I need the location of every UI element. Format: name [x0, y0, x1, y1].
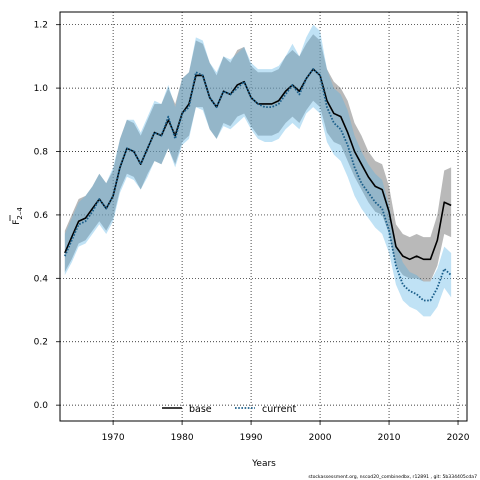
y-tick-label: 1.2 [34, 21, 48, 31]
legend-label-base: base [189, 404, 212, 415]
x-tick-label: 2000 [309, 433, 332, 443]
y-tick-label: 1.0 [34, 84, 49, 94]
legend-label-current: current [262, 404, 297, 415]
x-tick-label: 2020 [447, 433, 470, 443]
plot-frame [59, 11, 468, 422]
y-tick-label: 0.0 [34, 401, 49, 411]
y-axis-title: F2–4 [9, 207, 24, 225]
series-lines [64, 68, 452, 302]
band-current [64, 24, 452, 317]
footnote: stockassessment.org, nscod20_combinedbx,… [308, 474, 477, 480]
x-tick-label: 1980 [171, 433, 194, 443]
y-tick-label: 0.8 [34, 148, 49, 158]
grid [60, 12, 467, 421]
y-tick-label: 0.4 [34, 274, 49, 284]
axis-ticks: 1970 1980 1990 2000 2010 2020 0.0 0.2 0.4 0.6 0.8 1… [34, 21, 470, 443]
y-tick-label: 0.6 [34, 211, 49, 221]
x-tick-label: 2010 [378, 433, 401, 443]
legend: base current [162, 404, 297, 415]
confidence-bands [64, 24, 452, 317]
series-line-current [64, 68, 452, 302]
svg-text:F2–4: F2–4 [12, 207, 24, 225]
x-tick-label: 1990 [240, 433, 263, 443]
x-tick-label: 1970 [102, 433, 125, 443]
band-base [64, 34, 452, 282]
y-tick-label: 0.2 [34, 338, 48, 348]
x-axis-title: Years [251, 459, 276, 469]
